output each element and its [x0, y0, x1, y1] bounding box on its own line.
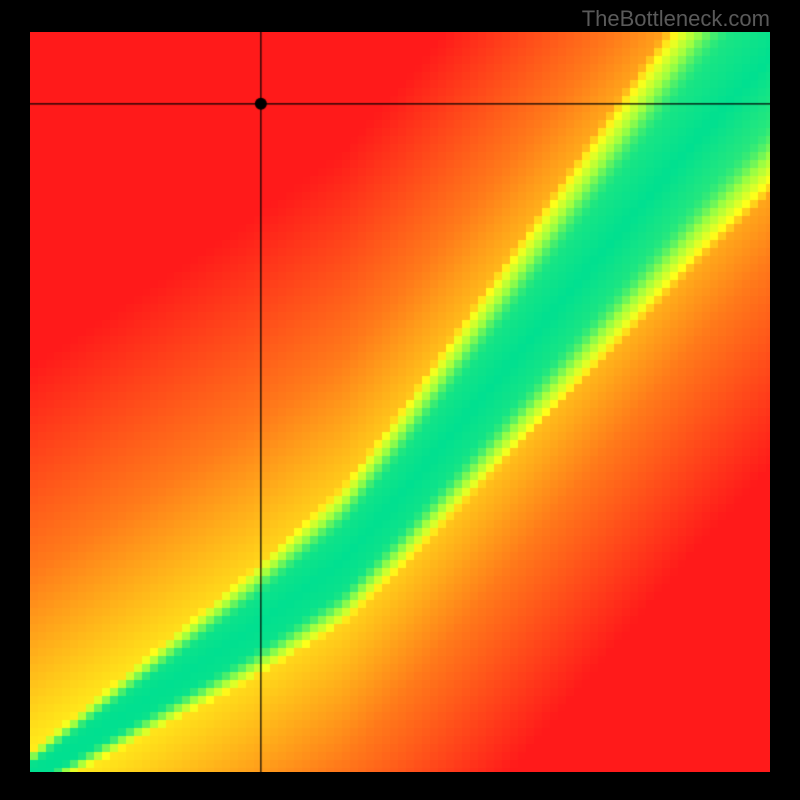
heatmap-canvas [30, 32, 770, 772]
watermark-text: TheBottleneck.com [582, 6, 770, 32]
bottleneck-heatmap [30, 32, 770, 772]
